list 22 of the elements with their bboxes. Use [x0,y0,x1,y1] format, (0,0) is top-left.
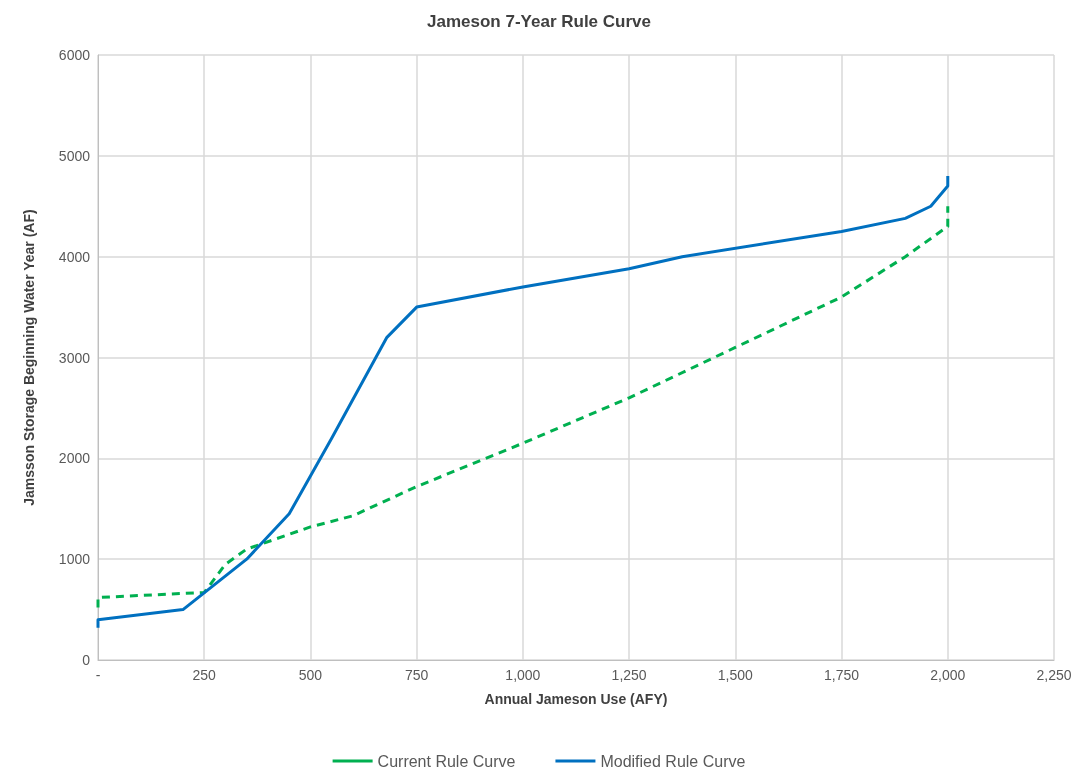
chart-title: Jameson 7-Year Rule Curve [427,12,651,31]
x-tick-label: - [95,667,101,683]
y-tick-label: 1000 [58,551,91,568]
x-tick-label: 2,000 [930,667,966,683]
x-tick-label: 1,750 [824,667,860,683]
y-tick-label: 4000 [58,248,91,265]
y-tick-label: 3000 [58,349,91,366]
y-tick-label: 5000 [58,147,91,164]
y-tick-label: 0 [82,652,91,668]
legend-label: Modified Rule Curve [600,752,746,770]
x-tick-label: 750 [404,667,429,683]
x-tick-label: 1,000 [505,667,541,683]
x-tick-label: 250 [192,667,217,683]
x-tick-label: 2,250 [1036,667,1072,683]
legend-label: Current Rule Curve [377,752,516,770]
x-tick-label: 500 [298,667,323,683]
y-axis-title: Jamsson Storage Beginning Water Year (AF) [21,209,37,506]
y-tick-label: 6000 [58,47,91,63]
x-tick-label: 1,500 [717,667,754,683]
x-axis-title: Annual Jameson Use (AFY) [484,691,668,707]
y-tick-label: 2000 [58,450,91,467]
x-tick-label: 1,250 [611,667,647,683]
